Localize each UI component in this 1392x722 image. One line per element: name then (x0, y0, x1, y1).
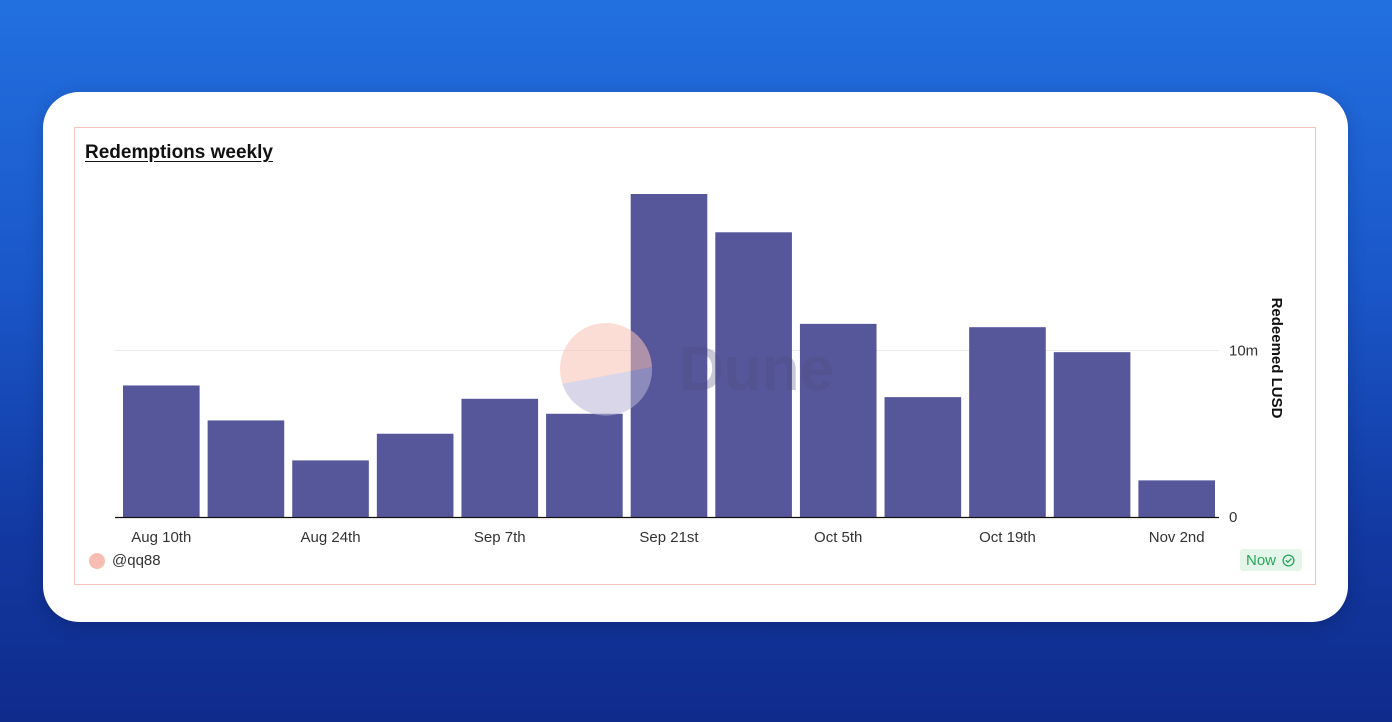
bar (1138, 480, 1215, 517)
x-tick-label: Sep 21st (639, 529, 699, 546)
watermark-logo-wedge (562, 367, 653, 416)
chart-title[interactable]: Redemptions weekly (85, 142, 273, 163)
x-tick-label: Nov 2nd (1149, 529, 1205, 546)
x-tick-label: Oct 5th (814, 529, 862, 546)
y-tick-label: 0 (1229, 509, 1237, 526)
bar (461, 398, 539, 517)
dashboard-card: Dune 0 10m Redeemed LUSD Aug 10th Aug 24th Sep… (43, 92, 1348, 622)
bar (884, 397, 962, 517)
bar (799, 323, 877, 517)
bar (715, 232, 792, 517)
x-tick-label: Aug 10th (131, 529, 191, 546)
status-badge: Now (1239, 549, 1302, 571)
bar-chart: Dune 0 10m Redeemed LUSD Aug 10th Aug 24th Sep… (115, 193, 1285, 546)
x-tick-label: Sep 7th (474, 529, 526, 546)
y-axis-title: Redeemed LUSD (1268, 298, 1285, 419)
bar (1053, 352, 1131, 517)
y-tick-label: 10m (1229, 343, 1258, 360)
bar (123, 385, 200, 517)
bar (376, 433, 454, 517)
watermark-text: Dune (679, 335, 834, 404)
x-tick-label: Aug 24th (301, 529, 361, 546)
chart-panel: Dune 0 10m Redeemed LUSD Aug 10th Aug 24th Sep… (74, 127, 1316, 585)
avatar (89, 552, 105, 569)
x-tick-label: Oct 19th (979, 529, 1036, 546)
bar (969, 327, 1046, 517)
author-info[interactable]: @qq88 (89, 552, 161, 569)
bar (292, 460, 369, 517)
status-text: Now (1245, 551, 1276, 569)
bar (546, 413, 623, 517)
bar (207, 420, 285, 517)
dune-watermark: Dune (560, 323, 834, 416)
author-name: @qq88 (112, 552, 161, 569)
check-circle-icon (1282, 553, 1295, 567)
